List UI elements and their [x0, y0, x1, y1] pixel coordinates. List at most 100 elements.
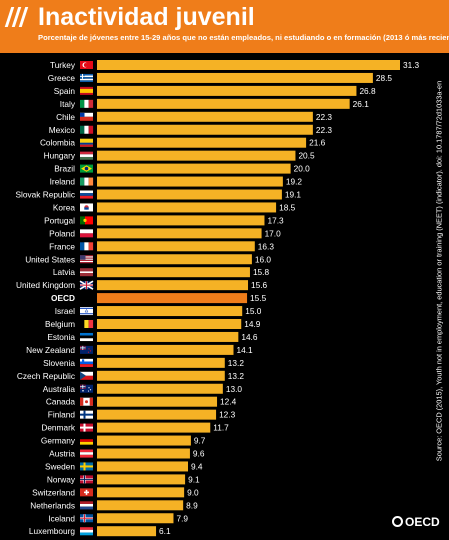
category-label-new-zealand: New Zealand	[26, 345, 75, 355]
value-label-austria: 9.6	[193, 449, 205, 459]
value-label-iceland: 7.9	[176, 513, 188, 523]
flag-italy-icon	[80, 99, 94, 108]
flag-luxembourg-icon	[80, 527, 93, 536]
flag-germany-icon	[80, 436, 93, 445]
flag-sweden-icon	[80, 462, 93, 471]
bar-new-zealand	[97, 344, 234, 355]
source-note: Source: OECD (2015), Youth not in employ…	[432, 60, 446, 482]
category-label-australia: Australia	[43, 384, 76, 394]
category-label-estonia: Estonia	[47, 332, 75, 342]
category-label-chile: Chile	[56, 112, 75, 122]
bar-korea	[97, 202, 277, 213]
bar-czech-republic	[97, 370, 225, 381]
value-label-finland: 12.3	[219, 410, 236, 420]
category-label-switzerland: Switzerland	[32, 487, 75, 497]
flag-ireland-icon	[80, 177, 94, 186]
flag-spain-icon	[80, 86, 93, 95]
value-label-colombia: 21.6	[309, 138, 326, 148]
flag-united-kingdom-icon	[79, 280, 94, 290]
bar-poland	[97, 228, 262, 239]
value-label-canada: 12.4	[220, 397, 237, 407]
bar-oecd	[97, 293, 248, 304]
value-label-luxembourg: 6.1	[159, 526, 171, 536]
flag-czech-republic-icon	[80, 371, 93, 380]
value-label-france: 16.3	[258, 241, 275, 251]
category-label-belgium: Belgium	[45, 319, 75, 329]
bar-spain	[97, 85, 357, 96]
value-label-portugal: 17.3	[267, 215, 284, 225]
flag-belgium-icon	[80, 320, 94, 328]
value-label-latvia: 15.8	[253, 267, 270, 277]
bar-portugal	[97, 215, 265, 226]
flag-new-zealand-icon	[80, 345, 93, 354]
category-label-israel: Israel	[55, 306, 75, 316]
flag-australia-icon	[80, 384, 93, 393]
bar-brazil	[97, 163, 291, 174]
category-label-latvia: Latvia	[53, 267, 76, 277]
header-banner: Inactividad juvenil Porcentaje de jóvene…	[0, 0, 449, 53]
value-label-sweden: 9.4	[191, 461, 203, 471]
value-label-brazil: 20.0	[294, 164, 311, 174]
oecd-brand: OECD	[392, 515, 440, 529]
category-label-luxembourg: Luxembourg	[29, 526, 76, 536]
flag-greece-icon	[80, 73, 93, 82]
bar-slovak-republic	[97, 189, 282, 200]
value-label-australia: 13.0	[226, 384, 243, 394]
bar-sweden	[97, 461, 188, 472]
bar-turkey	[97, 60, 400, 70]
bar-estonia	[97, 331, 239, 342]
value-label-netherlands: 8.9	[186, 500, 198, 510]
source-text: Source: OECD (2015), Youth not in employ…	[434, 80, 444, 462]
bar-austria	[97, 448, 190, 459]
flag-slovenia-icon	[80, 358, 93, 367]
flag-brazil-icon	[80, 164, 93, 173]
bar-luxembourg	[97, 526, 157, 537]
chart-subtitle: Porcentaje de jóvenes entre 15-29 años q…	[38, 33, 449, 42]
flag-mexico-icon	[80, 125, 94, 134]
category-label-colombia: Colombia	[40, 138, 75, 148]
brand-label: OECD	[405, 515, 440, 529]
value-label-germany: 9.7	[194, 436, 206, 446]
value-label-denmark: 11.7	[213, 423, 229, 433]
category-label-czech-republic: Czech Republic	[17, 371, 75, 381]
category-label-brazil: Brazil	[54, 164, 75, 174]
bar-chart: Turkey 31.3 Greece 28.5 Spain 26.8 Italy 26.1 Ch…	[16, 60, 420, 537]
flag-colombia-icon	[80, 138, 93, 147]
flag-korea-icon	[80, 203, 93, 212]
value-label-new-zealand: 14.1	[236, 345, 253, 355]
flag-portugal-icon	[80, 216, 93, 225]
bar-germany	[97, 435, 191, 446]
value-label-hungary: 20.5	[298, 151, 315, 161]
value-label-poland: 17.0	[265, 228, 282, 238]
flag-israel-icon	[80, 307, 93, 316]
category-label-finland: Finland	[48, 410, 76, 420]
bar-hungary	[97, 150, 296, 161]
bar-norway	[97, 474, 186, 485]
flag-finland-icon	[80, 410, 93, 419]
bar-ireland	[97, 176, 283, 187]
flag-norway-icon	[80, 475, 93, 484]
category-label-germany: Germany	[41, 436, 76, 446]
flag-poland-icon	[80, 229, 93, 238]
bar-switzerland	[97, 487, 185, 498]
flag-turkey-icon	[80, 61, 93, 69]
category-label-ireland: Ireland	[50, 177, 76, 187]
bar-greece	[97, 72, 373, 83]
category-label-oecd: OECD	[51, 293, 75, 303]
flag-iceland-icon	[80, 514, 93, 523]
bar-mexico	[97, 124, 313, 135]
category-label-united-states: United States	[25, 254, 75, 264]
flag-chile-icon	[80, 112, 93, 121]
value-label-slovenia: 13.2	[228, 358, 245, 368]
bar-finland	[97, 409, 217, 420]
category-label-italy: Italy	[60, 99, 76, 109]
flag-switzerland-icon	[80, 488, 93, 497]
value-label-korea: 18.5	[279, 202, 296, 212]
value-label-mexico: 22.3	[316, 125, 333, 135]
flag-hungary-icon	[80, 151, 93, 160]
bar-colombia	[97, 137, 307, 148]
category-label-greece: Greece	[48, 73, 76, 83]
category-label-slovenia: Slovenia	[43, 358, 75, 368]
bar-canada	[97, 396, 218, 407]
category-label-united-kingdom: United Kingdom	[16, 280, 75, 290]
